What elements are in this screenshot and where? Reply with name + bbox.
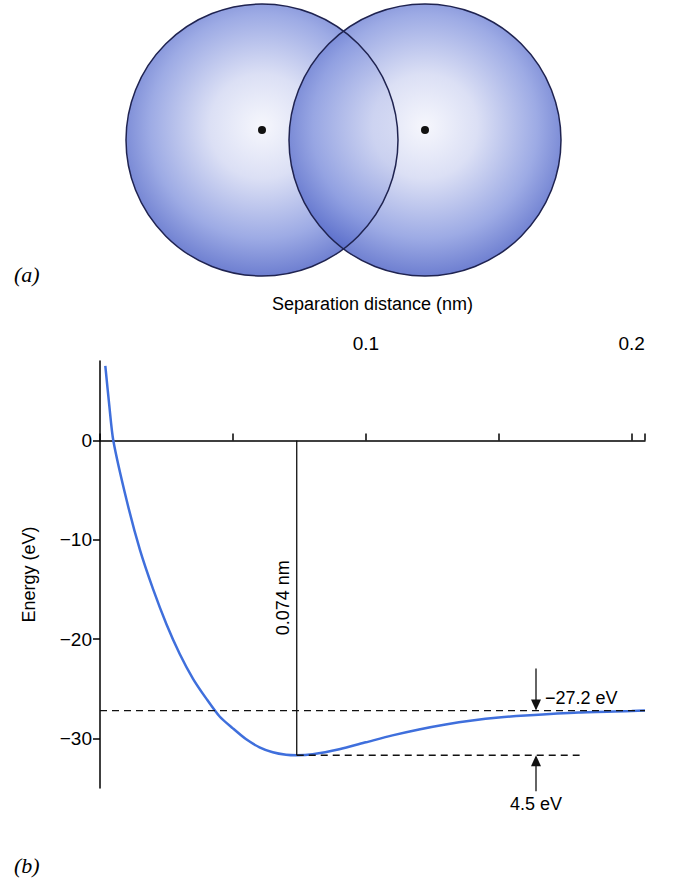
svg-text:Separation distance (nm): Separation distance (nm) xyxy=(272,294,473,314)
svg-text:(a): (a) xyxy=(14,262,40,287)
svg-text:0.074 nm: 0.074 nm xyxy=(273,560,293,635)
svg-text:0.1: 0.1 xyxy=(353,333,379,354)
svg-text:0: 0 xyxy=(81,430,92,451)
svg-text:−27.2 eV: −27.2 eV xyxy=(545,688,618,708)
svg-text:−10: −10 xyxy=(60,529,92,550)
svg-text:Energy (eV): Energy (eV) xyxy=(19,526,39,622)
svg-text:−20: −20 xyxy=(60,629,92,650)
svg-text:0.2: 0.2 xyxy=(618,333,644,354)
svg-text:4.5 eV: 4.5 eV xyxy=(510,794,562,814)
svg-text:−30: −30 xyxy=(60,728,92,749)
svg-text:(b): (b) xyxy=(14,853,40,878)
